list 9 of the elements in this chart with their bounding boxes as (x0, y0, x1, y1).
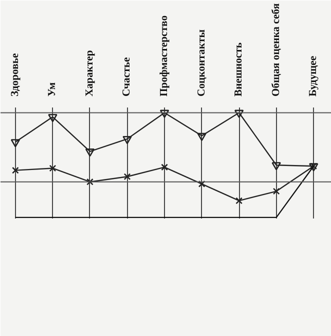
x-tick-label: Ум (47, 82, 58, 96)
x-tick-label: Профмастерство (159, 15, 170, 96)
x-tick-label: Общая оценка себя (270, 3, 282, 96)
x-tick-label: Характер (84, 50, 96, 96)
x-tick-label: Будущее (308, 56, 320, 96)
x-tick-label: Счастье (122, 57, 133, 96)
x-tick-label: Здоровье (10, 53, 21, 96)
x-tick-label: Внешность (234, 42, 245, 96)
x-tick-label: Соцконтакты (196, 28, 208, 96)
